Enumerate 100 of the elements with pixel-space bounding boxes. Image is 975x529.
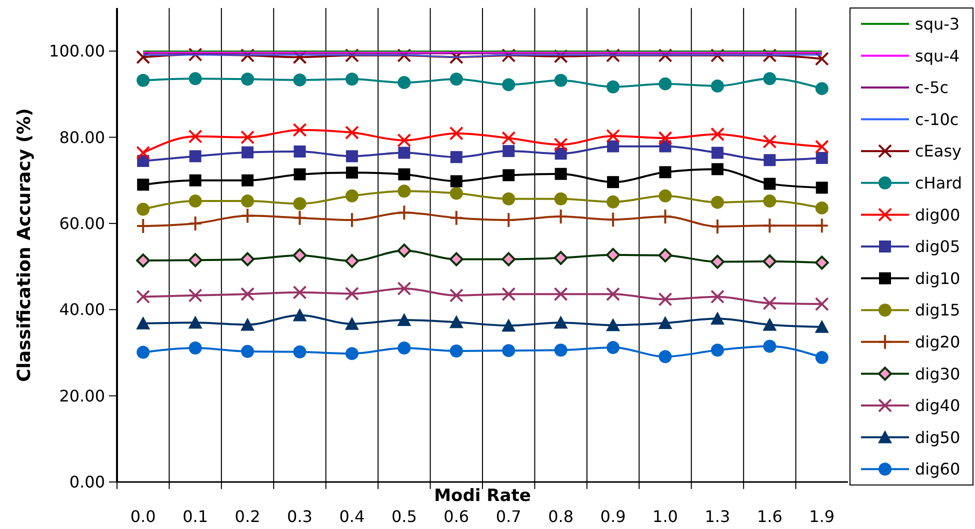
legend-label: cEasy: [915, 142, 962, 161]
point: [344, 254, 359, 268]
point: [292, 50, 307, 64]
x-tick-label: 0.0: [130, 507, 156, 526]
point: [345, 72, 358, 86]
point: [293, 73, 306, 86]
point: [607, 140, 620, 152]
point: [762, 296, 777, 310]
point: [764, 178, 776, 190]
point: [241, 194, 254, 208]
point: [293, 197, 306, 210]
point: [814, 256, 829, 270]
point: [189, 150, 202, 162]
y-tick-label: 40.00: [59, 300, 105, 320]
legend-label: squ-3: [915, 14, 960, 34]
point: [502, 48, 516, 62]
point: [188, 288, 202, 302]
point: [449, 315, 464, 328]
point: [814, 140, 829, 154]
point: [502, 318, 516, 332]
point: [658, 131, 672, 146]
point: [240, 252, 255, 266]
x-tick-label: 0.3: [287, 507, 312, 526]
point: [398, 76, 411, 90]
point: [240, 318, 255, 331]
point: [294, 168, 306, 180]
point: [606, 48, 620, 62]
point: [710, 312, 724, 325]
point: [554, 344, 568, 357]
point: [710, 254, 724, 269]
point: [188, 194, 202, 208]
point: [814, 297, 829, 312]
point: [658, 350, 672, 364]
point: [240, 208, 255, 224]
point: [397, 312, 412, 326]
point: [606, 80, 620, 94]
point: [136, 146, 150, 160]
legend-label: dig60: [915, 460, 960, 479]
point: [240, 130, 255, 144]
point: [710, 344, 724, 357]
point: [815, 350, 828, 364]
point: [344, 126, 359, 140]
point: [762, 134, 777, 149]
point: [554, 168, 567, 180]
point: [242, 146, 254, 158]
point: [344, 48, 359, 62]
legend-label: dig05: [915, 237, 960, 256]
x-tick-label: 0.1: [182, 507, 208, 526]
point: [502, 78, 516, 92]
point: [606, 212, 620, 228]
legend-label: cHard: [915, 174, 962, 192]
point: [346, 150, 358, 162]
point: [658, 292, 672, 306]
point: [292, 122, 307, 137]
y-axis-title: Classification Accuracy (%): [14, 108, 35, 382]
x-tick-label: 1.9: [809, 507, 835, 526]
point: [188, 48, 202, 62]
point: [711, 146, 724, 159]
point: [554, 74, 568, 87]
y-tick-label: 0.00: [69, 472, 105, 492]
y-tick-label: 80.00: [59, 128, 105, 147]
point: [136, 202, 150, 216]
point: [292, 285, 307, 300]
point: [345, 347, 358, 360]
legend-label: dig15: [915, 300, 960, 320]
x-tick-label: 0.8: [548, 507, 574, 526]
x-tick-label: 0.6: [444, 507, 470, 526]
point: [346, 166, 358, 179]
point: [344, 286, 359, 301]
point: [450, 72, 463, 86]
point: [606, 248, 620, 262]
legend-label: dig30: [915, 364, 960, 384]
point: [710, 196, 724, 209]
point: [240, 287, 255, 302]
point: [814, 218, 829, 234]
point: [242, 174, 254, 186]
point: [554, 138, 568, 152]
point: [710, 48, 724, 62]
point: [554, 316, 568, 329]
point: [292, 248, 307, 262]
x-tick-label: 0.2: [234, 507, 260, 526]
point: [763, 340, 776, 353]
point: [762, 48, 777, 62]
point: [658, 248, 672, 262]
point: [658, 77, 672, 90]
point: [397, 282, 412, 296]
point: [659, 166, 672, 178]
point: [502, 287, 516, 302]
point: [449, 50, 464, 64]
point: [241, 344, 254, 358]
point: [554, 192, 568, 206]
point: [762, 218, 777, 234]
point: [449, 210, 464, 226]
x-tick-label: 0.4: [339, 507, 365, 526]
legend-label: squ-4: [915, 46, 960, 66]
x-tick-label: 0.9: [600, 507, 626, 526]
point: [554, 250, 568, 265]
legend-label: dig50: [915, 428, 960, 447]
point: [763, 194, 776, 208]
point: [554, 49, 568, 64]
